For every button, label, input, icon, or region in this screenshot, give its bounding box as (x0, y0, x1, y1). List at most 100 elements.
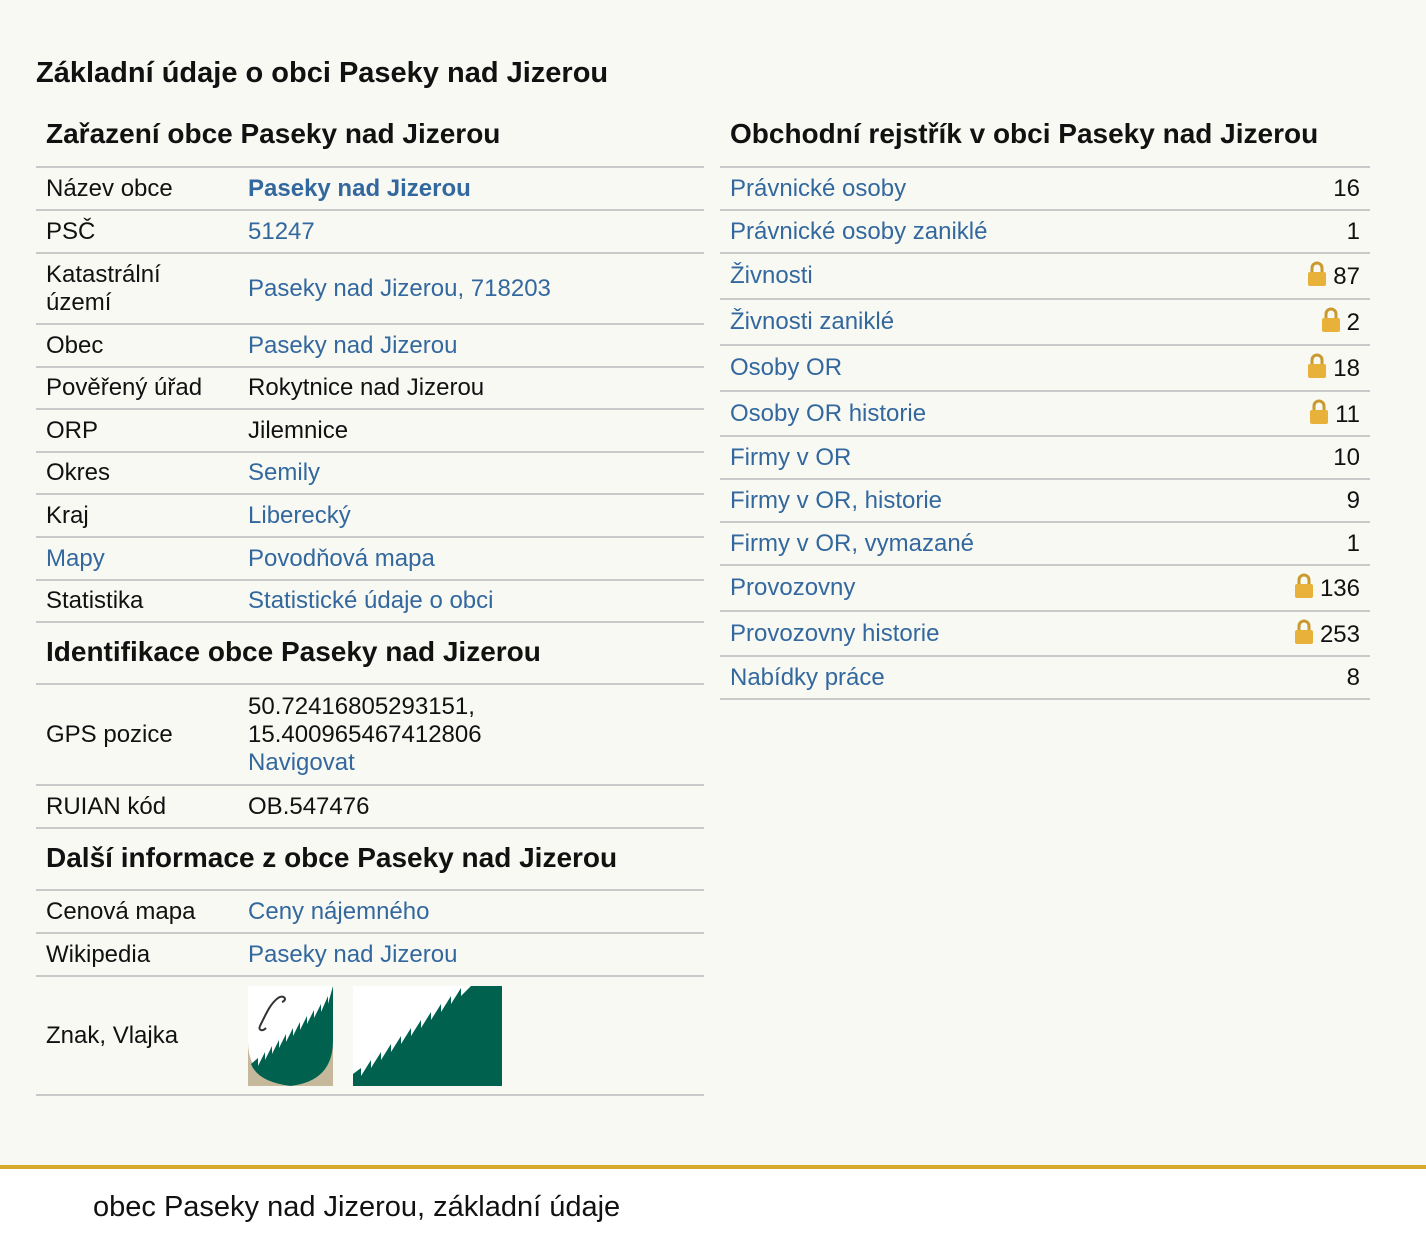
ruian-value: OB.547476 (238, 785, 704, 829)
row-label: ORP (36, 409, 239, 453)
zarazeni-table: Název obce Paseky nad Jizerou PSČ 51247 … (36, 168, 704, 623)
row-label: Znak, Vlajka (36, 976, 239, 1096)
table-row: RUIAN kód OB.547476 (36, 785, 704, 829)
or-count: 136 (1319, 575, 1360, 602)
row-label: Okres (36, 452, 239, 495)
or-count: 2 (1346, 309, 1360, 336)
row-label: GPS pozice (36, 685, 239, 786)
or-link-provozovny-historie[interactable]: Provozovny historie (730, 619, 940, 647)
table-row: Kraj Liberecký (36, 494, 704, 538)
table-row: Živnosti zaniklé 2 (720, 299, 1370, 346)
table-row: Název obce Paseky nad Jizerou (36, 168, 704, 211)
table-row: Statistika Statistické údaje o obci (36, 580, 704, 623)
or-link-firmy-v-or-vymazane[interactable]: Firmy v OR, vymazané (730, 529, 975, 557)
or-link-firmy-v-or[interactable]: Firmy v OR (730, 443, 852, 471)
or-count-cell: 136 (1190, 565, 1370, 612)
section-heading-obchodni: Obchodní rejstřík v obci Paseky nad Jize… (720, 112, 1370, 168)
row-label: Název obce (36, 168, 239, 211)
table-row: Obec Paseky nad Jizerou (36, 324, 704, 368)
table-row: Právnické osoby zaniklé 1 (720, 210, 1370, 254)
row-label: Cenová mapa (36, 891, 239, 934)
table-row: Firmy v OR, historie 9 (720, 479, 1370, 523)
lock-icon[interactable] (1294, 619, 1314, 645)
obec-link[interactable]: Paseky nad Jizerou (248, 331, 458, 359)
obchodni-table: Právnické osoby 16 Právnické osoby zanik… (720, 168, 1370, 700)
povodnova-mapa-link[interactable]: Povodňová mapa (248, 544, 435, 572)
table-row: Provozovny 136 (720, 565, 1370, 612)
row-label: Wikipedia (36, 933, 239, 977)
or-link-zivnosti-zanikle[interactable]: Živnosti zaniklé (730, 308, 895, 335)
or-count-cell: 18 (1190, 345, 1370, 392)
or-count-cell: 253 (1190, 611, 1370, 657)
or-link-firmy-v-or-historie[interactable]: Firmy v OR, historie (730, 486, 943, 514)
gps-value: 50.72416805293151, 15.400965467412806 Na… (238, 685, 704, 786)
gps-longitude: 15.400965467412806 (248, 720, 482, 748)
identifikace-table: GPS pozice 50.72416805293151, 15.4009654… (36, 685, 704, 829)
lock-icon[interactable] (1307, 353, 1327, 379)
coat-of-arms-image[interactable] (248, 985, 334, 1086)
section-heading-dalsi: Další informace z obce Paseky nad Jizero… (36, 829, 704, 891)
row-value: Rokytnice nad Jizerou (238, 367, 704, 410)
wikipedia-link[interactable]: Paseky nad Jizerou (248, 940, 458, 968)
statistika-link[interactable]: Statistické údaje o obci (248, 587, 494, 614)
table-row: Znak, Vlajka (36, 976, 704, 1096)
table-row: Wikipedia Paseky nad Jizerou (36, 933, 704, 977)
footer-text: obec Paseky nad Jizerou, základní údaje (93, 1191, 621, 1223)
or-count: 16 (1190, 168, 1370, 211)
or-link-osoby-or[interactable]: Osoby OR (730, 354, 843, 381)
table-row: Právnické osoby 16 (720, 168, 1370, 211)
table-row: PSČ 51247 (36, 210, 704, 254)
or-count: 253 (1319, 620, 1360, 648)
table-row: Nabídky práce 8 (720, 656, 1370, 700)
ceny-najemneho-link[interactable]: Ceny nájemného (248, 897, 430, 925)
row-label: Obec (36, 324, 239, 368)
or-count: 11 (1335, 400, 1360, 428)
lock-icon[interactable] (1294, 573, 1314, 599)
footer-divider (0, 1165, 1426, 1169)
or-count-cell: 87 (1190, 253, 1370, 300)
navigate-link[interactable]: Navigovat (248, 748, 355, 776)
row-label: RUIAN kód (36, 785, 239, 829)
or-count: 1 (1190, 522, 1370, 566)
row-label: Statistika (36, 580, 239, 623)
table-row: Firmy v OR 10 (720, 436, 1370, 480)
lock-icon[interactable] (1309, 399, 1329, 425)
obec-name-link[interactable]: Paseky nad Jizerou (248, 174, 471, 202)
flag-image[interactable] (353, 985, 503, 1086)
or-link-zivnosti[interactable]: Živnosti (730, 262, 813, 289)
dalsi-table: Cenová mapa Ceny nájemného Wikipedia Pas… (36, 891, 704, 1096)
or-link-nabidky-prace[interactable]: Nabídky práce (730, 663, 885, 691)
okres-link[interactable]: Semily (248, 459, 321, 486)
lock-icon[interactable] (1307, 261, 1327, 287)
table-row: Pověřený úřad Rokytnice nad Jizerou (36, 367, 704, 410)
or-link-pravnicke-osoby[interactable]: Právnické osoby (730, 174, 907, 202)
table-row: Provozovny historie 253 (720, 611, 1370, 657)
left-column: Zařazení obce Paseky nad Jizerou Název o… (36, 112, 704, 1096)
psc-link[interactable]: 51247 (248, 217, 315, 245)
table-row: Okres Semily (36, 452, 704, 495)
table-row: Živnosti 87 (720, 253, 1370, 300)
katastr-link[interactable]: Paseky nad Jizerou, 718203 (248, 274, 551, 302)
lock-icon[interactable] (1321, 307, 1341, 333)
or-count: 87 (1333, 263, 1360, 290)
mapy-link[interactable]: Mapy (46, 544, 105, 572)
section-heading-zarazeni: Zařazení obce Paseky nad Jizerou (36, 112, 704, 168)
kraj-link[interactable]: Liberecký (248, 501, 351, 529)
table-row: ORP Jilemnice (36, 409, 704, 453)
right-column: Obchodní rejstřík v obci Paseky nad Jize… (720, 112, 1370, 700)
table-row: GPS pozice 50.72416805293151, 15.4009654… (36, 685, 704, 786)
or-link-osoby-or-historie[interactable]: Osoby OR historie (730, 399, 927, 427)
or-link-provozovny[interactable]: Provozovny (730, 574, 856, 601)
row-label: Katastrální území (36, 253, 239, 325)
or-link-pravnicke-osoby-zanikle[interactable]: Právnické osoby zaniklé (730, 217, 988, 245)
table-row: Mapy Povodňová mapa (36, 537, 704, 581)
row-label: Pověřený úřad (36, 367, 239, 410)
table-row: Katastrální území Paseky nad Jizerou, 71… (36, 253, 704, 325)
footer (0, 1169, 1426, 1240)
or-count: 9 (1190, 479, 1370, 523)
table-row: Osoby OR 18 (720, 345, 1370, 392)
section-heading-identifikace: Identifikace obce Paseky nad Jizerou (36, 623, 704, 685)
gps-latitude: 50.72416805293151, (248, 692, 475, 720)
or-count: 10 (1190, 436, 1370, 480)
table-row: Cenová mapa Ceny nájemného (36, 891, 704, 934)
